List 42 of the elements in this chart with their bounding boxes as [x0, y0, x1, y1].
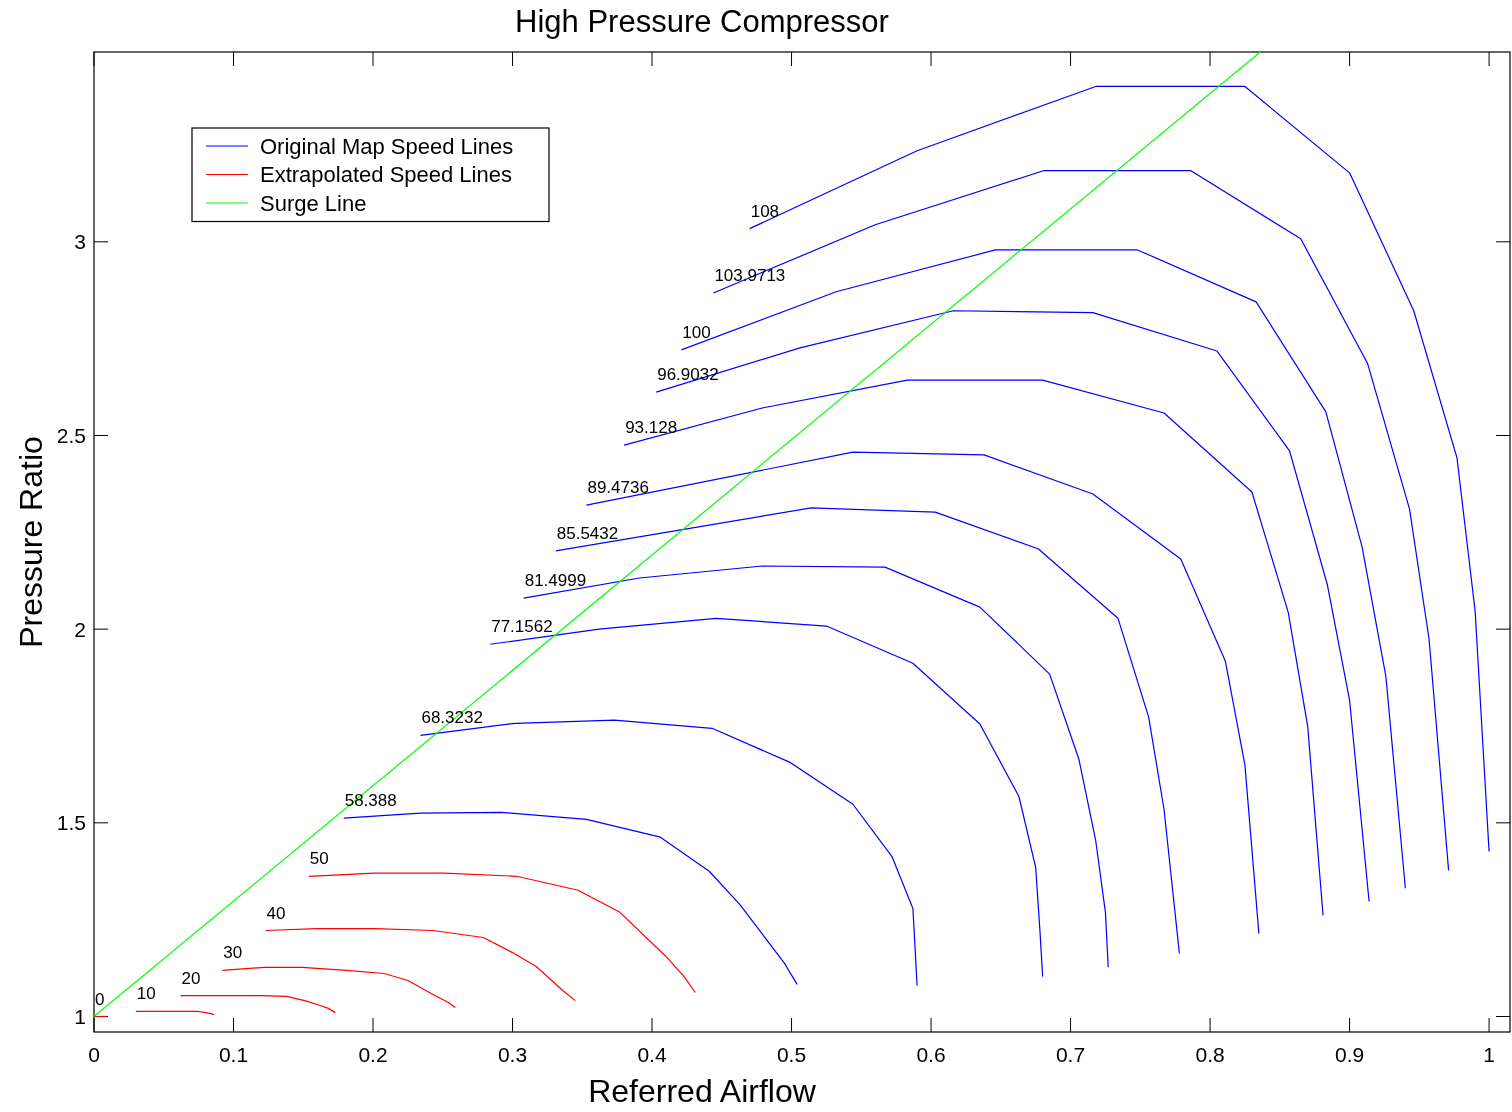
line-series — [343, 811, 798, 985]
annotation: 81.4999 — [524, 571, 587, 591]
annotation: 0 — [95, 989, 105, 1009]
annotation: 85.5432 — [556, 523, 619, 543]
annotation: 108 — [750, 201, 780, 221]
x-tick-label: 0.2 — [358, 1043, 388, 1066]
x-tick-label: 0.9 — [1334, 1043, 1365, 1066]
annotation: 89.4736 — [587, 478, 649, 498]
x-tick-label: 0.1 — [218, 1043, 249, 1066]
line-series — [308, 872, 696, 994]
annotation: 10 — [136, 984, 156, 1004]
line-series — [489, 617, 1044, 978]
y-tick-label: 2 — [74, 617, 86, 641]
annotation: 96.9032 — [657, 365, 719, 385]
annotation: 77.1562 — [491, 617, 553, 637]
line-series — [264, 927, 576, 1002]
x-tick-label: 1 — [1483, 1043, 1495, 1066]
x-axis-title: Referred Airflow — [588, 1073, 817, 1109]
annotation: 100 — [682, 322, 711, 342]
chart-title: High Pressure Compressor — [515, 4, 889, 39]
y-tick-label: 1.5 — [56, 811, 86, 835]
x-tick-label: 0.5 — [776, 1043, 807, 1066]
x-tick-label: 0 — [88, 1043, 100, 1066]
x-tick-label: 0.3 — [497, 1043, 528, 1066]
annotation: 30 — [223, 943, 243, 963]
y-tick-label: 2.5 — [56, 423, 86, 447]
y-tick-label: 1 — [74, 1004, 86, 1028]
y-tick-label: 3 — [74, 230, 86, 254]
annotation: 20 — [181, 968, 201, 988]
annotation: 93.128 — [625, 418, 678, 438]
legend-label: Extrapolated Speed Lines — [260, 162, 512, 188]
x-tick-label: 0.7 — [1055, 1043, 1086, 1066]
x-tick-label: 0.6 — [916, 1043, 946, 1066]
line-series — [179, 994, 336, 1014]
annotation: 40 — [266, 903, 286, 923]
y-axis-title: Pressure Ratio — [13, 436, 49, 648]
x-tick-label: 0.4 — [637, 1043, 667, 1066]
x-tick-label: 0.8 — [1195, 1043, 1225, 1066]
line-series — [221, 966, 456, 1009]
legend-label: Original Map Speed Lines — [260, 133, 514, 159]
legend-label: Surge Line — [260, 190, 367, 216]
annotation: 50 — [309, 849, 329, 869]
